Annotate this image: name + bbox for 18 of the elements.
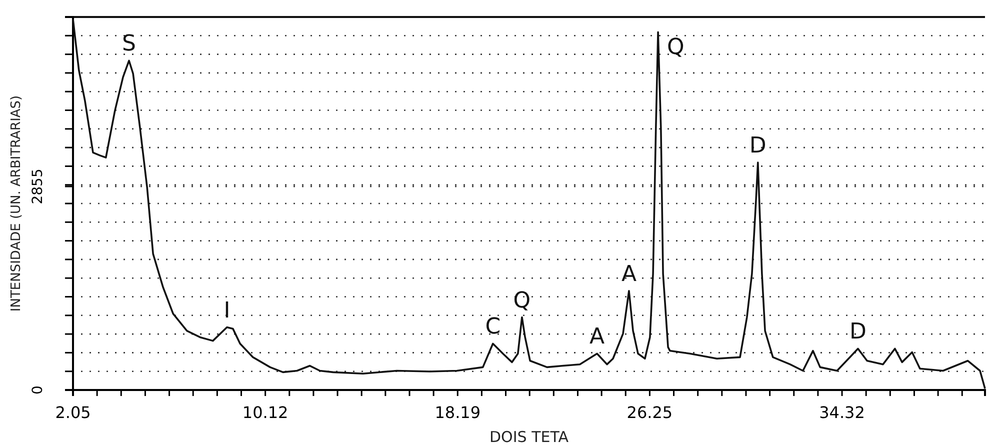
annotation: C [485, 314, 501, 340]
x-tick-label: 2.05 [55, 403, 91, 422]
annotation: A [590, 324, 605, 350]
x-axis-title: DOIS TETA [490, 428, 570, 446]
annotation: Q [667, 35, 684, 60]
x-tick-label: 26.25 [626, 403, 673, 422]
x-tick-label: 18.19 [434, 403, 481, 422]
x-tick-label: 10.12 [242, 403, 288, 422]
y-axis-title: INTENSIDADE (UN. ARBITRARIAS) [9, 95, 24, 312]
annotation: D [749, 134, 766, 159]
annotation: Q [513, 288, 531, 314]
annotation: D [850, 320, 866, 345]
annotation: S [122, 32, 136, 57]
y-tick-label: 2855 [30, 168, 46, 204]
y-tick-label: 0 [30, 386, 46, 394]
x-tick-label: 34.32 [819, 403, 865, 422]
annotation: I [224, 298, 230, 324]
annotation: A [621, 262, 636, 287]
